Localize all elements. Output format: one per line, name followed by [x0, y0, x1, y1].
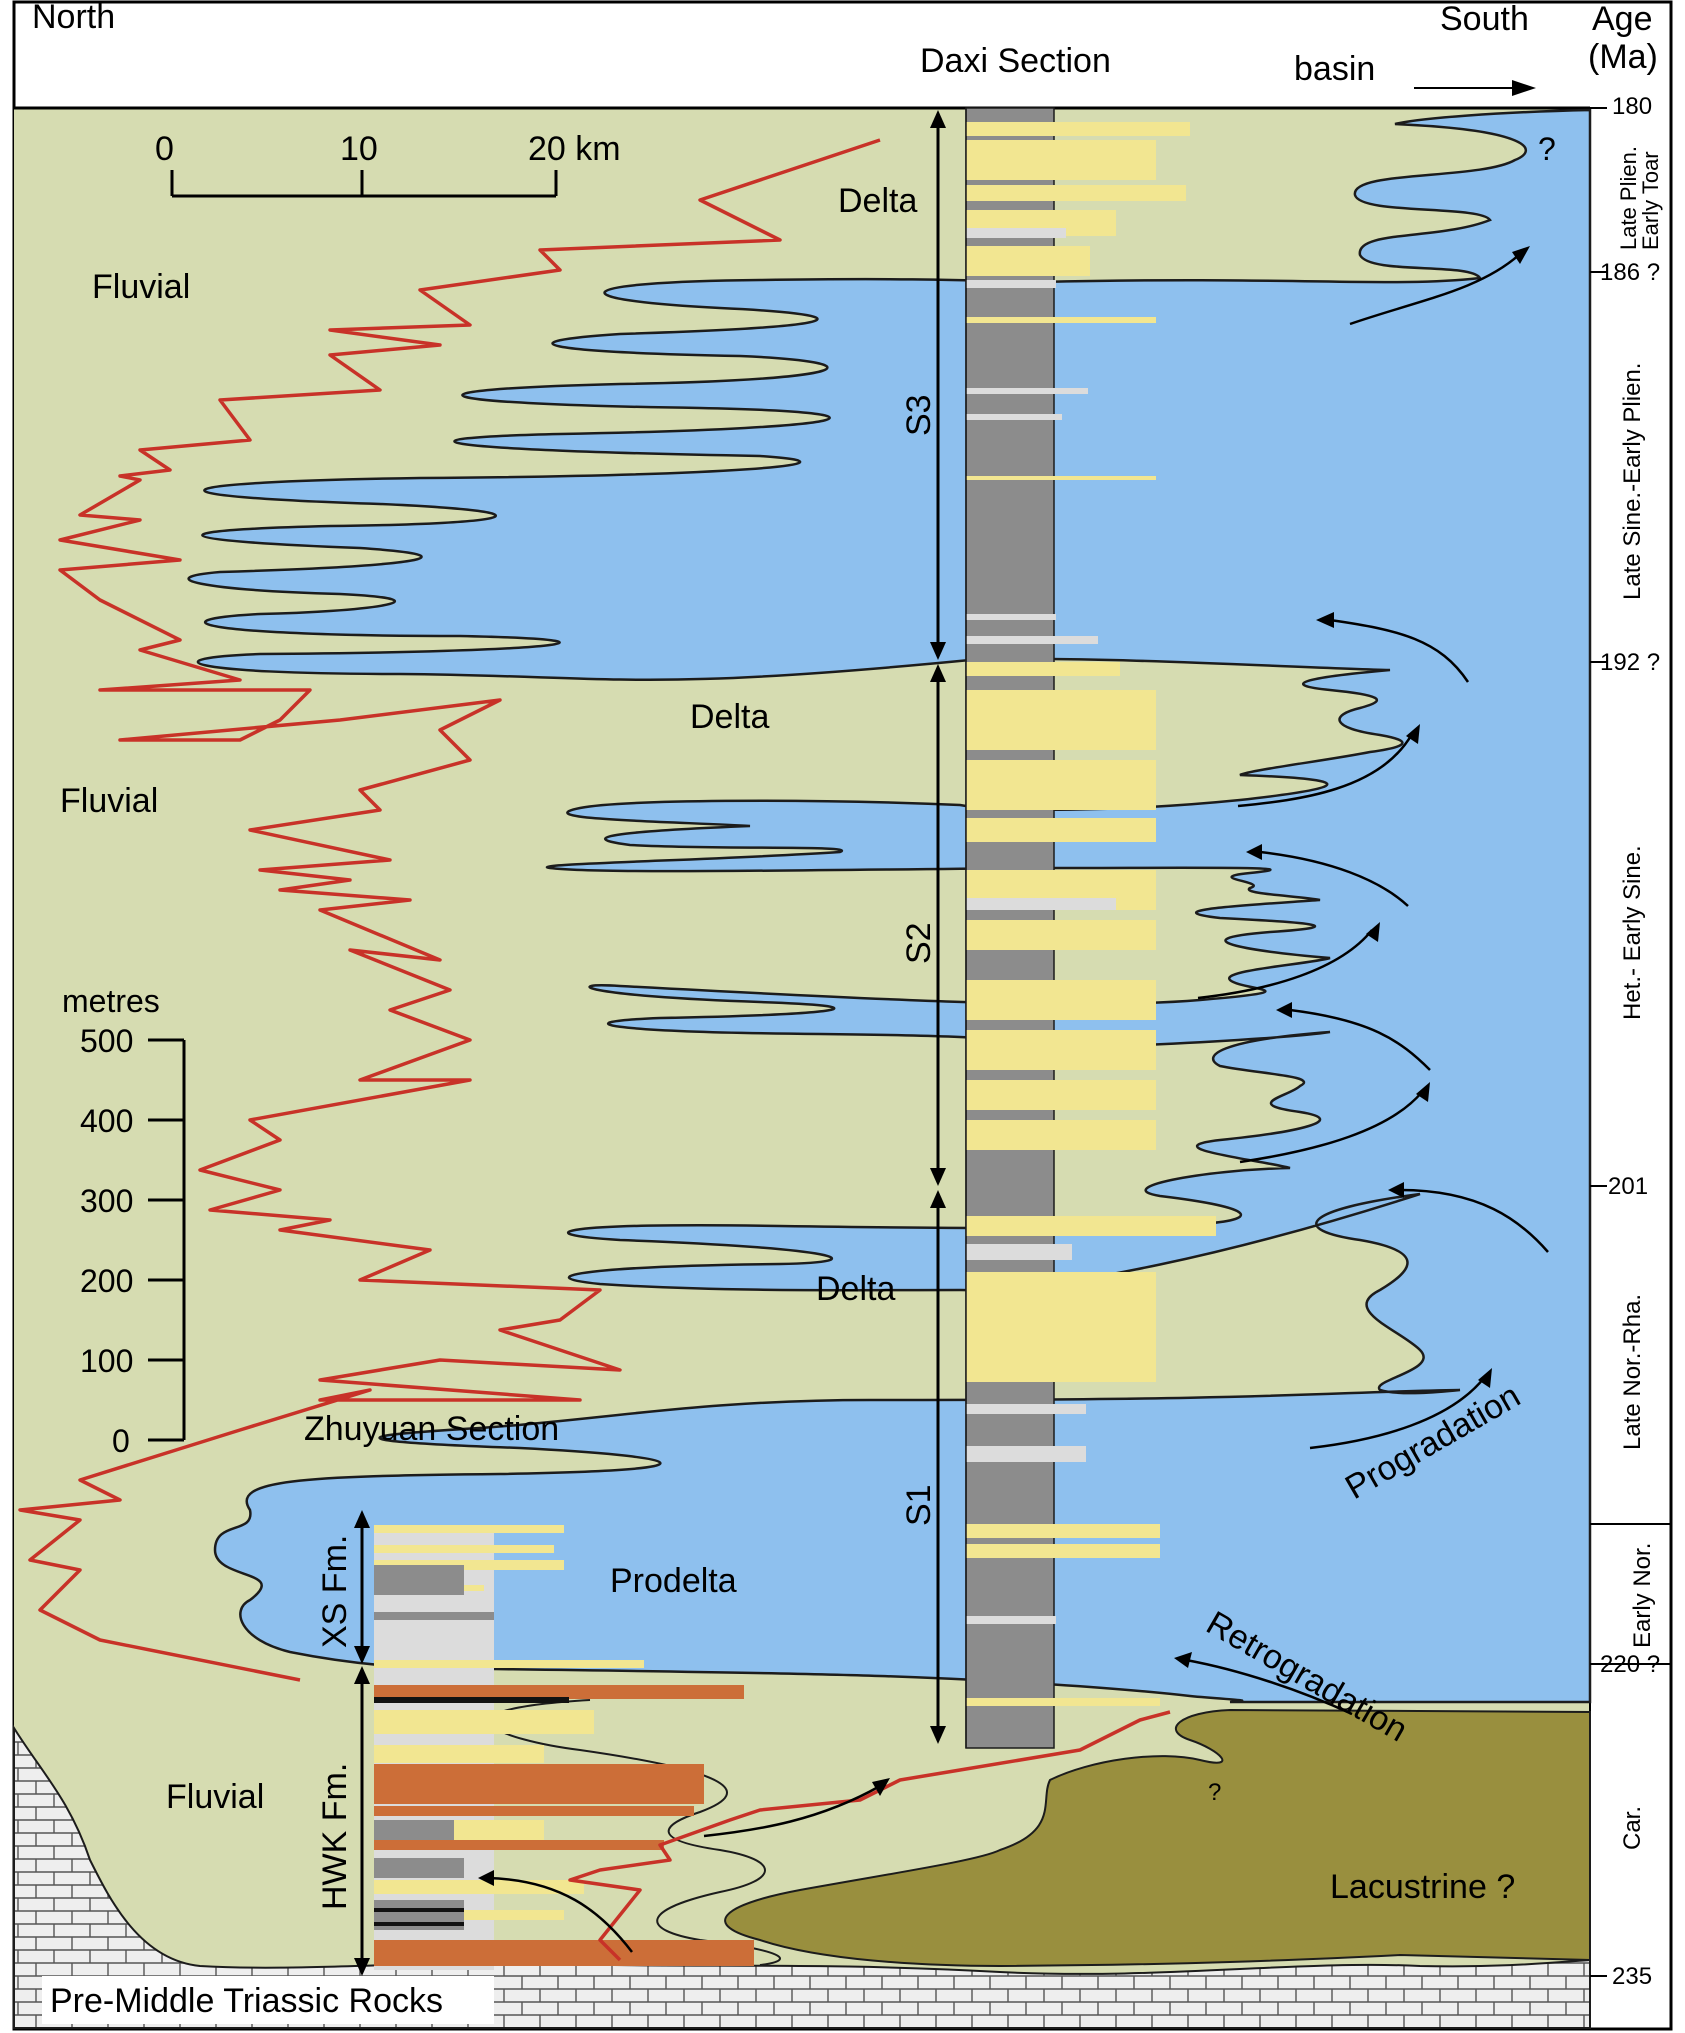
lacustrine-body [724, 1708, 1591, 1968]
label-fluvial-mid: Fluvial [60, 782, 158, 820]
label-fluvial-bottom: Fluvial [166, 1778, 264, 1816]
progradation-arrowheads [478, 246, 1530, 1886]
basin-label: basin [1294, 50, 1375, 88]
age-title: Age [1592, 0, 1653, 38]
sequence-s1: S1 [900, 1484, 938, 1526]
label-prodelta: Prodelta [610, 1562, 737, 1600]
thickness-tick-400: 400 [80, 1103, 133, 1139]
basin-arrow-head [1512, 80, 1536, 96]
zhuyuan-column-coal [374, 1697, 569, 1926]
sequence-s3: S3 [900, 394, 938, 436]
stage-late-plien: Late Plien. [1616, 146, 1641, 250]
km-scale-0: 0 [155, 130, 174, 168]
daxi-column-sand [966, 122, 1216, 1706]
stage-sine: Late Sine.-Early Plien. [1619, 363, 1646, 600]
label-fluvial-top: Fluvial [92, 268, 190, 306]
formation-xs: XS Fm. [316, 1535, 354, 1648]
label-delta-s2: Delta [690, 698, 769, 736]
stage-nor-rha: Late Nor.-Rha. [1619, 1294, 1646, 1450]
thickness-tick-300: 300 [80, 1183, 133, 1219]
zhuyuan-column [374, 1525, 754, 1970]
metres-label: metres [62, 983, 160, 1019]
label-question-top: ? [1538, 131, 1556, 167]
sequence-arrowheads [930, 110, 946, 1744]
label-lacustrine: Lacustrine ? [1330, 1868, 1515, 1906]
thickness-tick-100: 100 [80, 1343, 133, 1379]
thickness-scale [148, 1038, 186, 1442]
stage-car: Car. [1619, 1806, 1646, 1850]
label-zhuyuan-section: Zhuyuan Section [304, 1410, 559, 1448]
age-235: 235 [1612, 1963, 1652, 1990]
label-basement: Pre-Middle Triassic Rocks [50, 1982, 443, 2020]
age-201: 201 [1608, 1173, 1648, 1200]
thickness-tick-500: 500 [80, 1023, 133, 1059]
stage-early-nor: Early Nor. [1629, 1543, 1656, 1648]
label-delta-s1: Delta [816, 1270, 895, 1308]
age-180: 180 [1612, 93, 1652, 120]
formation-hwk: HWK Fm. [316, 1763, 354, 1910]
zhuyuan-column-redbeds [374, 1685, 754, 1966]
thickness-tick-200: 200 [80, 1263, 133, 1299]
daxi-column-silt [966, 228, 1116, 1624]
stage-labels: Late Plien. Early Toar Late Sine.-Early … [1616, 146, 1663, 1850]
stage-early-toar: Early Toar [1638, 151, 1663, 250]
label-question-small: ? [1208, 1779, 1221, 1806]
basement-label-box [42, 1976, 494, 2024]
age-labels: 180 186 ? 192 ? 201 220 ? 235 [1600, 93, 1660, 1990]
age-186: 186 ? [1600, 259, 1660, 286]
km-scale [170, 170, 558, 198]
km-scale-20: 20 km [528, 130, 621, 168]
km-scale-10: 10 [340, 130, 378, 168]
progradation-arrows [487, 253, 1549, 1953]
north-label: North [32, 0, 115, 36]
red-curve-zhuyuan [18, 138, 881, 1682]
age-192: 192 ? [1600, 649, 1660, 676]
south-label: South [1440, 0, 1529, 38]
red-curve-lacustrine [568, 1710, 1171, 1962]
age-unit: (Ma) [1588, 38, 1658, 76]
daxi-column [965, 107, 1216, 1749]
stage-het: Het.- Early Sine. [1619, 845, 1646, 1020]
daxi-section-label: Daxi Section [920, 42, 1111, 80]
formation-arrowheads [354, 1510, 370, 1976]
sequence-s2: S2 [900, 922, 938, 964]
lake-basin [187, 108, 1592, 1704]
thickness-tick-0: 0 [112, 1423, 130, 1459]
label-delta-s3: Delta [838, 182, 917, 220]
